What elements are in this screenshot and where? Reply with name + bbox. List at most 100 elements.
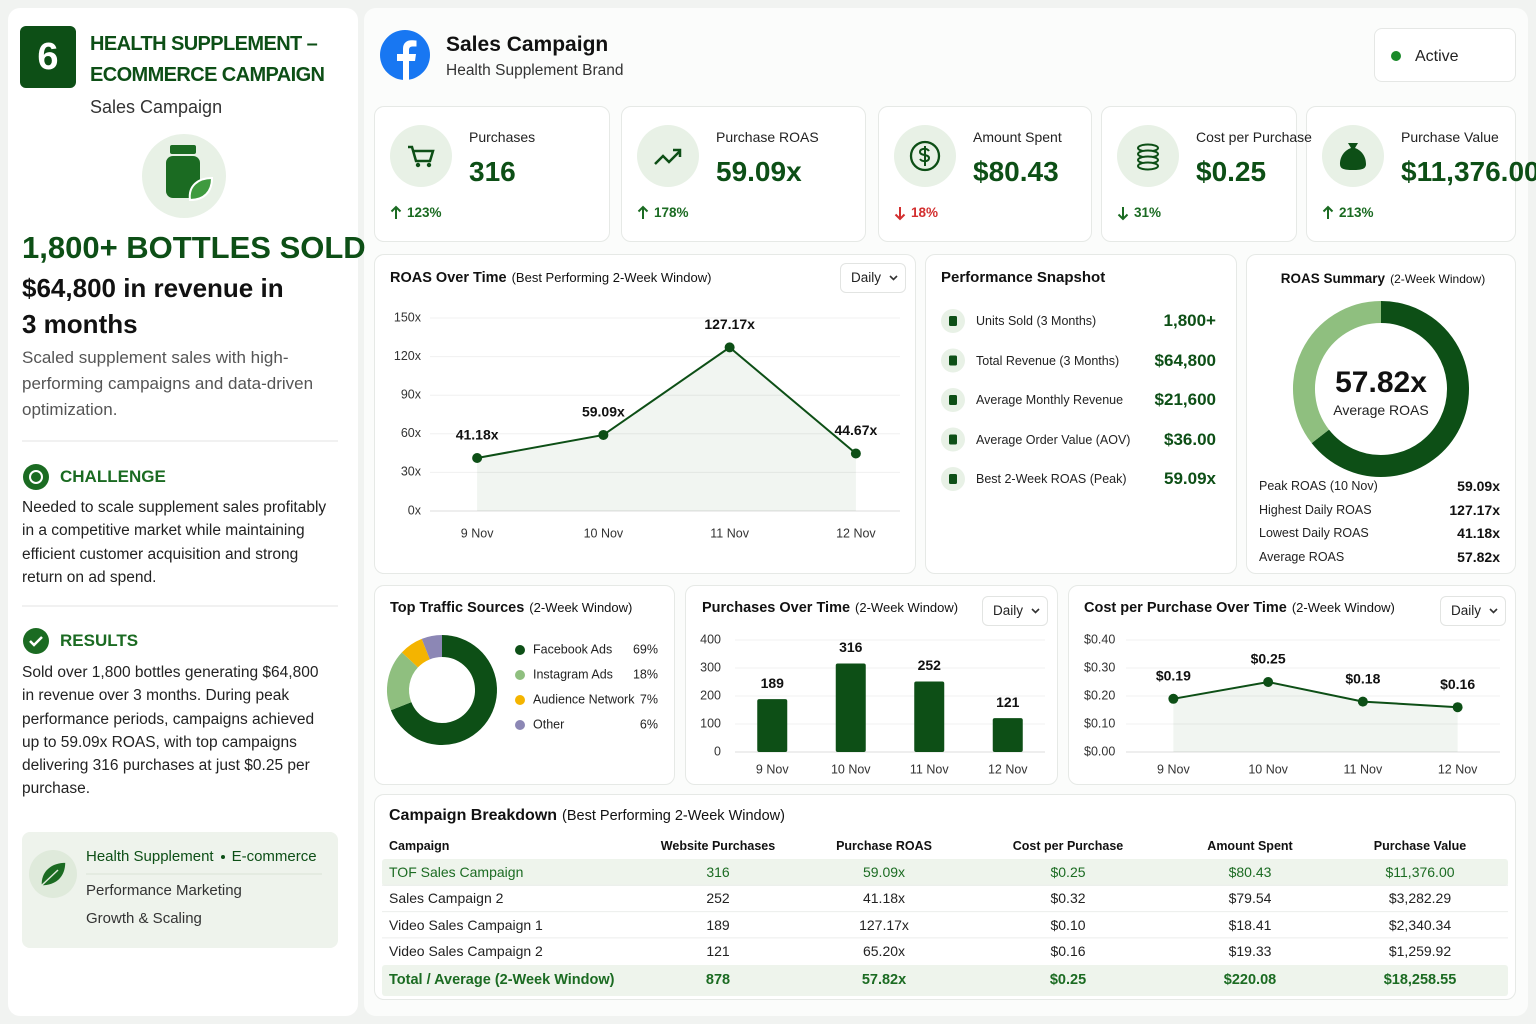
x-tick-label: 10 Nov xyxy=(584,526,624,540)
kpi-change: 178% xyxy=(654,205,689,220)
summary-label: Highest Daily ROAS xyxy=(1259,502,1372,517)
trend-arrow xyxy=(637,205,649,219)
kpi-value: $0.25 xyxy=(1196,156,1267,187)
card-subtitle: (2-Week Window) xyxy=(1390,272,1486,286)
total-cell: $220.08 xyxy=(1223,971,1277,988)
kpi-value: $11,376.00 xyxy=(1401,156,1536,187)
data-label: $0.25 xyxy=(1251,651,1286,667)
table-title: Campaign Breakdown (Best Performing 2-Wee… xyxy=(389,805,785,827)
challenge-icon xyxy=(23,464,49,490)
kpi-label: Purchases xyxy=(469,129,536,145)
legend-dot xyxy=(515,670,525,680)
summary-caption: Average ROAS xyxy=(1333,402,1429,418)
tag-item: Growth & Scaling xyxy=(86,910,202,927)
table-cell: $0.25 xyxy=(1050,864,1086,880)
dropdown-chevron xyxy=(1031,608,1040,614)
x-tick-label: 12 Nov xyxy=(988,762,1028,776)
summary-ring xyxy=(1311,301,1469,477)
table-cell: Video Sales Campaign 2 xyxy=(389,942,543,959)
table-cell: 316 xyxy=(706,864,730,880)
bottle-cap xyxy=(170,145,196,154)
table-cell: Video Sales Campaign 1 xyxy=(389,916,543,933)
card-title: Cost per Purchase Over Time xyxy=(1084,599,1287,616)
legend-value: 6% xyxy=(640,717,658,731)
card-title: Campaign Breakdown xyxy=(389,806,558,824)
table-cell: 189 xyxy=(706,916,730,933)
headline: 1,800+ BOTTLES SOLD xyxy=(22,230,366,265)
summary-title: ROAS Summary (2-Week Window) xyxy=(1281,270,1485,288)
chart-title: Top Traffic Sources (2-Week Window) xyxy=(390,598,632,618)
snapshot-title: Performance Snapshot xyxy=(941,269,1106,286)
kpi-value: 59.09x xyxy=(716,156,802,187)
tag-item: Performance Marketing xyxy=(86,882,242,899)
column-header: Website Purchases xyxy=(660,839,776,853)
snapshot-label: Average Monthly Revenue xyxy=(976,393,1124,407)
x-tick-label: 10 Nov xyxy=(831,762,871,776)
bar xyxy=(757,699,788,752)
table-cell: $11,376.00 xyxy=(1385,864,1455,880)
point xyxy=(472,453,483,464)
snapshot-card xyxy=(925,254,1237,574)
badge-number: 6 xyxy=(37,35,59,78)
tag-leaf xyxy=(40,861,67,887)
legend-label: Other xyxy=(533,717,564,731)
point xyxy=(1168,693,1179,704)
legend-dot xyxy=(515,695,525,705)
pie-segment xyxy=(401,638,431,668)
data-label: 59.09x xyxy=(582,404,625,420)
snapshot-icon xyxy=(949,395,957,405)
coin-glyph xyxy=(909,140,941,172)
challenge-title: CHALLENGE xyxy=(60,467,166,486)
summary-value: 57.82x xyxy=(1335,365,1427,399)
summary-label: Average ROAS xyxy=(1259,550,1345,565)
trend-arrow xyxy=(894,207,906,221)
header-title: Sales Campaign xyxy=(446,32,609,56)
total-cell: Total / Average (2-Week Window) xyxy=(389,971,615,988)
y-tick-label: 300 xyxy=(700,660,721,674)
dropdown-label[interactable]: Daily xyxy=(851,270,882,285)
legend-dot xyxy=(515,720,525,730)
legend-label: Facebook Ads xyxy=(533,642,612,656)
card-subtitle: (2-Week Window) xyxy=(529,599,633,615)
pie-segment xyxy=(421,635,443,660)
x-tick-label: 11 Nov xyxy=(1344,762,1383,776)
row-highlight xyxy=(382,859,1508,886)
kpi-label: Amount Spent xyxy=(973,129,1062,145)
dropdown-label[interactable]: Daily xyxy=(993,603,1024,618)
line xyxy=(476,346,857,459)
line-area xyxy=(1173,682,1458,752)
tag-line: Health Supplement E-commerce xyxy=(86,847,317,867)
table-cell: $19.33 xyxy=(1228,942,1272,959)
column-header: Purchase Value xyxy=(1373,839,1467,853)
kpi-change: 18% xyxy=(911,205,939,220)
tag-industry: Health Supplement xyxy=(86,848,214,865)
y-tick-label: $0.30 xyxy=(1084,660,1115,674)
point xyxy=(1263,677,1274,687)
table-cell: 121 xyxy=(706,942,730,959)
summary-row-value: 127.17x xyxy=(1449,501,1500,518)
results-title: RESULTS xyxy=(60,631,139,650)
sidebar-title: HEALTH SUPPLEMENT – ECOMMERCE CAMPAIGN xyxy=(90,33,325,86)
snapshot-value: $64,800 xyxy=(1154,350,1216,370)
line-area xyxy=(477,347,856,511)
kpi-value: $80.43 xyxy=(973,156,1059,187)
y-tick-label: 150x xyxy=(394,310,422,324)
dropdown-label[interactable]: Daily xyxy=(1451,603,1482,618)
results-icon xyxy=(23,628,49,654)
x-tick-label: 9 Nov xyxy=(1157,762,1190,776)
data-label: 121 xyxy=(996,694,1020,710)
table-cell: $0.32 xyxy=(1050,890,1086,907)
table-cell: Sales Campaign 2 xyxy=(389,890,504,907)
dropdown-chevron xyxy=(889,275,898,281)
column-header: Campaign xyxy=(389,839,450,853)
summary-label: Lowest Daily ROAS xyxy=(1259,526,1369,541)
legend-value: 18% xyxy=(633,667,658,681)
results-check xyxy=(29,636,43,647)
y-tick-label: 100 xyxy=(700,716,721,730)
snapshot-label: Units Sold (3 Months) xyxy=(976,314,1097,328)
table-cell: 41.18x xyxy=(862,890,906,907)
kpi-icon-bg xyxy=(390,125,452,187)
